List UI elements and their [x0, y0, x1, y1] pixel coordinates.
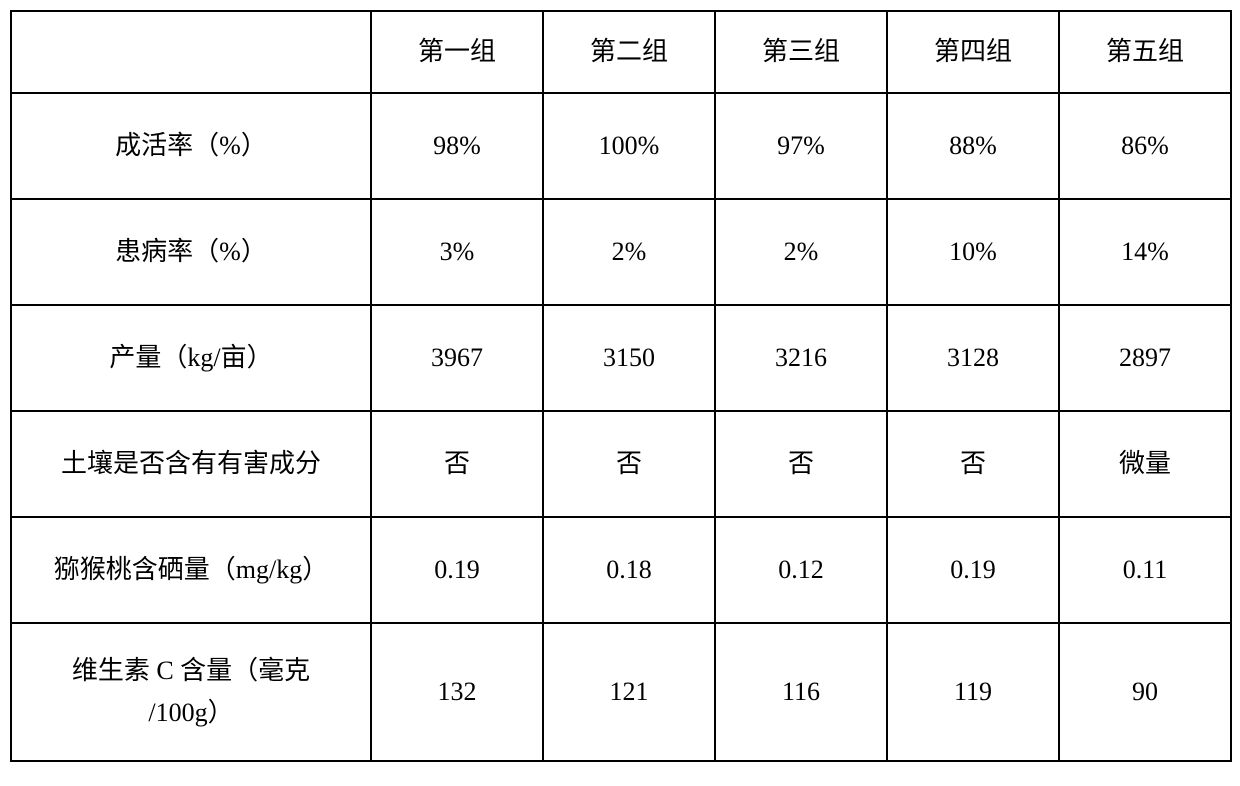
row-label: 维生素 C 含量（毫克 /100g） [11, 623, 371, 761]
header-blank [11, 11, 371, 93]
table-cell: 2897 [1059, 305, 1231, 411]
table-cell: 否 [887, 411, 1059, 517]
row-label: 产量（kg/亩） [11, 305, 371, 411]
table-cell: 132 [371, 623, 543, 761]
row-label: 患病率（%） [11, 199, 371, 305]
table-cell: 86% [1059, 93, 1231, 199]
table-cell: 2% [543, 199, 715, 305]
table-row: 维生素 C 含量（毫克 /100g） 132 121 116 119 90 [11, 623, 1231, 761]
table-row: 成活率（%） 98% 100% 97% 88% 86% [11, 93, 1231, 199]
table-cell: 119 [887, 623, 1059, 761]
table-cell: 0.19 [887, 517, 1059, 623]
header-col-1: 第一组 [371, 11, 543, 93]
header-col-2: 第二组 [543, 11, 715, 93]
table-cell: 98% [371, 93, 543, 199]
table-cell: 3% [371, 199, 543, 305]
table-row: 猕猴桃含硒量（mg/kg） 0.19 0.18 0.12 0.19 0.11 [11, 517, 1231, 623]
row-label: 成活率（%） [11, 93, 371, 199]
table-cell: 否 [371, 411, 543, 517]
table-cell: 3128 [887, 305, 1059, 411]
table-cell: 14% [1059, 199, 1231, 305]
row-label-line-2: /100g） [18, 692, 364, 734]
table-header-row: 第一组 第二组 第三组 第四组 第五组 [11, 11, 1231, 93]
table-cell: 116 [715, 623, 887, 761]
table-cell: 10% [887, 199, 1059, 305]
table-cell: 否 [543, 411, 715, 517]
table-cell: 121 [543, 623, 715, 761]
table-cell: 微量 [1059, 411, 1231, 517]
table-cell: 0.11 [1059, 517, 1231, 623]
table-row: 患病率（%） 3% 2% 2% 10% 14% [11, 199, 1231, 305]
table-cell: 100% [543, 93, 715, 199]
row-label-line-1: 维生素 C 含量（毫克 [18, 650, 364, 692]
table-cell: 否 [715, 411, 887, 517]
header-col-4: 第四组 [887, 11, 1059, 93]
table-cell: 3150 [543, 305, 715, 411]
data-table: 第一组 第二组 第三组 第四组 第五组 成活率（%） 98% 100% 97% … [10, 10, 1232, 762]
header-col-3: 第三组 [715, 11, 887, 93]
row-label: 土壤是否含有有害成分 [11, 411, 371, 517]
table-cell: 90 [1059, 623, 1231, 761]
row-label: 猕猴桃含硒量（mg/kg） [11, 517, 371, 623]
table-cell: 0.18 [543, 517, 715, 623]
table-cell: 0.19 [371, 517, 543, 623]
table-row: 产量（kg/亩） 3967 3150 3216 3128 2897 [11, 305, 1231, 411]
table-cell: 2% [715, 199, 887, 305]
table-cell: 0.12 [715, 517, 887, 623]
table-cell: 3216 [715, 305, 887, 411]
table-cell: 88% [887, 93, 1059, 199]
table-row: 土壤是否含有有害成分 否 否 否 否 微量 [11, 411, 1231, 517]
table-container: 第一组 第二组 第三组 第四组 第五组 成活率（%） 98% 100% 97% … [0, 0, 1240, 772]
header-col-5: 第五组 [1059, 11, 1231, 93]
table-cell: 3967 [371, 305, 543, 411]
table-cell: 97% [715, 93, 887, 199]
